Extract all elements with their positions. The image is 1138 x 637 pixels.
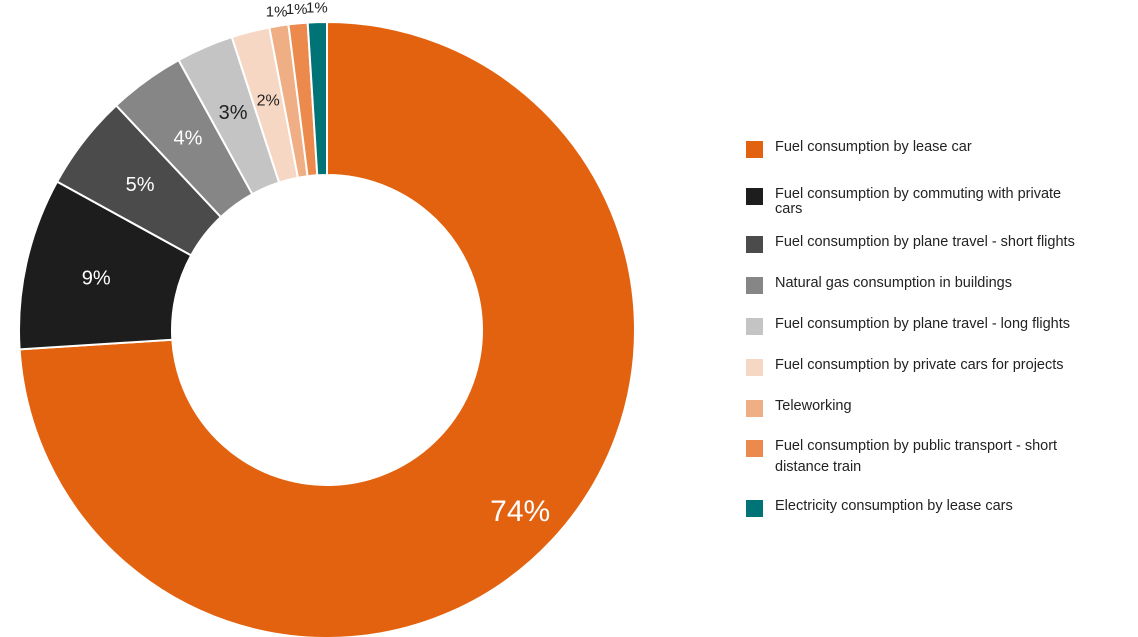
legend-swatch <box>746 318 763 335</box>
slice-value-label: 1% <box>286 1 308 18</box>
legend-swatch <box>746 400 763 417</box>
slice-value-label: 1% <box>306 0 328 17</box>
legend-label: Fuel consumption by public transport - s… <box>775 438 1058 475</box>
legend-swatch <box>746 141 763 158</box>
legend-item: Fuel consumption by plane travel - short… <box>746 235 1126 255</box>
chart-legend: Fuel consumption by lease car Fuel consum… <box>746 140 1126 519</box>
legend-label: Natural gas consumption in buildings <box>775 275 1012 291</box>
legend-swatch <box>746 236 763 253</box>
legend-swatch <box>746 188 763 205</box>
slice-value-label: 3% <box>219 102 248 124</box>
legend-swatch <box>746 359 763 376</box>
legend-label: Teleworking <box>775 398 852 414</box>
legend-item: Natural gas consumption in buildings <box>746 276 1126 296</box>
slice-value-label: 5% <box>126 174 155 196</box>
donut-slice <box>18 20 636 637</box>
slice-value-label: 2% <box>257 92 280 109</box>
legend-label: Electricity consumption by lease cars <box>775 498 1013 514</box>
donut-slice <box>306 20 328 177</box>
legend-item: Teleworking <box>746 399 1126 419</box>
legend-item: Fuel consumption by private cars for pro… <box>746 358 1126 378</box>
legend-label: Fuel consumption by commuting with priva… <box>775 186 1062 217</box>
legend-label: Fuel consumption by plane travel - short… <box>775 234 1075 250</box>
legend-item: Fuel consumption by lease car <box>746 140 1126 160</box>
slice-value-label: 1% <box>266 3 288 20</box>
legend-label: Fuel consumption by lease car <box>775 139 972 155</box>
legend-label: Fuel consumption by private cars for pro… <box>775 357 1064 373</box>
legend-item: Fuel consumption by commuting with priva… <box>746 187 1126 217</box>
donut-chart: 74%9%5%4%3%2%1%1%1% <box>18 0 636 637</box>
legend-swatch <box>746 500 763 517</box>
legend-item: Electricity consumption by lease cars <box>746 499 1126 519</box>
legend-item: Fuel consumption by plane travel - long … <box>746 317 1126 337</box>
slice-value-label: 9% <box>82 267 111 289</box>
slice-value-label: 74% <box>490 495 550 528</box>
legend-label: Fuel consumption by plane travel - long … <box>775 316 1070 332</box>
slice-value-label: 4% <box>174 128 203 150</box>
legend-item: Fuel consumption by public transport - s… <box>746 438 1126 478</box>
legend-swatch <box>746 277 763 294</box>
legend-swatch <box>746 440 763 457</box>
